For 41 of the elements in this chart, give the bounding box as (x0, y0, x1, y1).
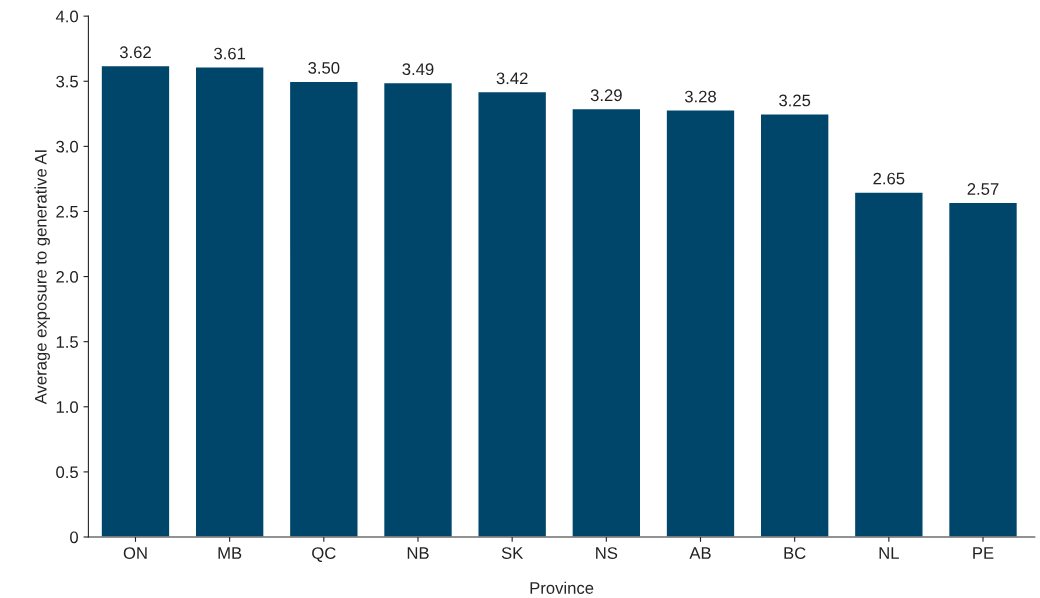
x-tick-label: NL (879, 547, 899, 559)
bar (759, 113, 830, 537)
y-tick-label: 3.5 (56, 75, 78, 88)
y-tick-label: 1.5 (56, 336, 78, 348)
data-label: 3.25 (779, 94, 811, 107)
bar (382, 81, 454, 537)
y-tick-label: 2.5 (56, 205, 78, 218)
bar (947, 201, 1019, 537)
x-tick-label: ON (123, 547, 147, 559)
bar (853, 191, 924, 537)
y-tick-label: 2.0 (56, 270, 79, 283)
y-tick-label: 4.0 (55, 10, 79, 23)
x-axis-title: Province (530, 581, 594, 594)
data-label: 3.62 (119, 46, 151, 59)
y-tick-label: 3.0 (56, 140, 79, 153)
bar (665, 109, 736, 537)
bar (100, 64, 171, 537)
x-tick-label: AB (689, 547, 711, 559)
data-label: 3.50 (308, 61, 340, 74)
bar (288, 80, 359, 537)
x-tick-label: PE (973, 547, 994, 559)
data-label: 3.42 (496, 72, 528, 85)
data-label: 2.65 (873, 172, 905, 185)
x-tick-label: NB (407, 547, 429, 559)
y-tick-label: 1.0 (56, 401, 79, 413)
data-label: 3.29 (590, 89, 622, 102)
bar (194, 66, 265, 537)
x-tick-label: QC (312, 547, 336, 562)
x-tick-label: SK (501, 547, 524, 559)
x-tick-label: MB (218, 547, 242, 559)
bar (571, 107, 642, 537)
data-label: 3.61 (214, 47, 246, 60)
x-tick-label: BC (784, 547, 806, 559)
data-label: 3.49 (402, 63, 434, 76)
y-tick-label: 0 (70, 531, 79, 544)
data-label: 2.57 (967, 183, 999, 195)
y-axis-title: Average exposure to generative AI (34, 150, 50, 405)
data-label: 3.28 (684, 90, 716, 103)
x-tick-label: NS (596, 547, 618, 559)
y-tick-label: 0.5 (56, 466, 78, 479)
bar (477, 90, 548, 537)
